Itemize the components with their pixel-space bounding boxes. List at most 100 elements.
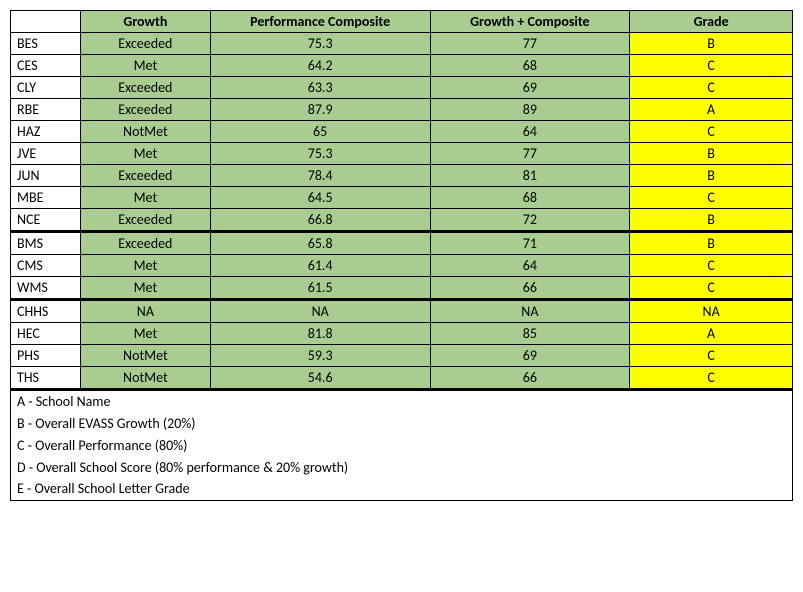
legend-text: B - Overall EVASS Growth (20%): [11, 412, 630, 434]
perf-cell: 75.3: [210, 143, 430, 165]
grade-cell: C: [630, 55, 793, 77]
grade-cell: A: [630, 323, 793, 345]
legend-text: C - Overall Performance (80%): [11, 434, 630, 456]
table-row: JUNExceeded78.481B: [11, 165, 793, 187]
school-cell: BES: [11, 33, 81, 55]
growth-cell: NotMet: [80, 367, 210, 390]
growth-cell: Met: [80, 187, 210, 209]
perf-cell: 64.5: [210, 187, 430, 209]
growth-cell: Exceeded: [80, 165, 210, 187]
comp-cell: 72: [430, 209, 630, 232]
growth-cell: Exceeded: [80, 99, 210, 121]
perf-cell: 54.6: [210, 367, 430, 390]
perf-cell: 59.3: [210, 345, 430, 367]
grade-cell: NA: [630, 300, 793, 323]
growth-cell: NotMet: [80, 345, 210, 367]
table-row: WMSMet61.566C: [11, 277, 793, 300]
growth-cell: Met: [80, 255, 210, 277]
header-grade: Grade: [630, 11, 793, 33]
legend-row: C - Overall Performance (80%): [11, 434, 793, 456]
table-row: HAZNotMet6564C: [11, 121, 793, 143]
comp-cell: 81: [430, 165, 630, 187]
growth-cell: Exceeded: [80, 232, 210, 255]
perf-cell: 78.4: [210, 165, 430, 187]
growth-cell: Met: [80, 277, 210, 300]
comp-cell: 71: [430, 232, 630, 255]
school-performance-table: Growth Performance Composite Growth + Co…: [10, 10, 793, 501]
table-row: HECMet81.885A: [11, 323, 793, 345]
school-cell: CLY: [11, 77, 81, 99]
grade-cell: C: [630, 255, 793, 277]
school-cell: JUN: [11, 165, 81, 187]
grade-cell: C: [630, 277, 793, 300]
comp-cell: 77: [430, 143, 630, 165]
grade-cell: B: [630, 165, 793, 187]
grade-cell: A: [630, 99, 793, 121]
school-cell: BMS: [11, 232, 81, 255]
perf-cell: 65.8: [210, 232, 430, 255]
table-row: NCEExceeded66.872B: [11, 209, 793, 232]
growth-cell: Met: [80, 55, 210, 77]
table-row: BMSExceeded65.871B: [11, 232, 793, 255]
school-cell: NCE: [11, 209, 81, 232]
table-row: BESExceeded75.377B: [11, 33, 793, 55]
comp-cell: 68: [430, 187, 630, 209]
legend-row: B - Overall EVASS Growth (20%): [11, 412, 793, 434]
header-row: Growth Performance Composite Growth + Co…: [11, 11, 793, 33]
comp-cell: 66: [430, 367, 630, 390]
school-cell: CES: [11, 55, 81, 77]
comp-cell: 64: [430, 255, 630, 277]
school-cell: PHS: [11, 345, 81, 367]
grade-cell: C: [630, 345, 793, 367]
school-cell: CHHS: [11, 300, 81, 323]
school-cell: JVE: [11, 143, 81, 165]
table-row: JVEMet75.377B: [11, 143, 793, 165]
grade-cell: C: [630, 77, 793, 99]
comp-cell: 64: [430, 121, 630, 143]
school-cell: HAZ: [11, 121, 81, 143]
table-row: CESMet64.268C: [11, 55, 793, 77]
growth-cell: NA: [80, 300, 210, 323]
legend-row: D - Overall School Score (80% performanc…: [11, 456, 793, 478]
table-row: PHSNotMet59.369C: [11, 345, 793, 367]
legend-text: A - School Name: [11, 390, 630, 413]
comp-cell: 69: [430, 345, 630, 367]
school-cell: MBE: [11, 187, 81, 209]
table-row: CHHSNANANANA: [11, 300, 793, 323]
comp-cell: 85: [430, 323, 630, 345]
perf-cell: 64.2: [210, 55, 430, 77]
perf-cell: 75.3: [210, 33, 430, 55]
grade-cell: B: [630, 209, 793, 232]
growth-cell: Met: [80, 323, 210, 345]
header-growth: Growth: [80, 11, 210, 33]
grade-cell: B: [630, 232, 793, 255]
comp-cell: 68: [430, 55, 630, 77]
header-blank: [11, 11, 81, 33]
perf-cell: 61.4: [210, 255, 430, 277]
school-cell: HEC: [11, 323, 81, 345]
table-row: RBEExceeded87.989A: [11, 99, 793, 121]
grade-cell: C: [630, 367, 793, 390]
header-perf: Performance Composite: [210, 11, 430, 33]
perf-cell: 61.5: [210, 277, 430, 300]
table-row: CMSMet61.464C: [11, 255, 793, 277]
comp-cell: NA: [430, 300, 630, 323]
grade-cell: C: [630, 187, 793, 209]
legend-text: D - Overall School Score (80% performanc…: [11, 456, 630, 478]
table-row: CLYExceeded63.369C: [11, 77, 793, 99]
legend-empty-cell: [630, 456, 793, 478]
perf-cell: 63.3: [210, 77, 430, 99]
legend-empty-cell: [630, 434, 793, 456]
school-cell: WMS: [11, 277, 81, 300]
perf-cell: 66.8: [210, 209, 430, 232]
legend-row: E - Overall School Letter Grade: [11, 478, 793, 500]
comp-cell: 66: [430, 277, 630, 300]
legend-empty-cell: [630, 390, 793, 413]
grade-cell: C: [630, 121, 793, 143]
perf-cell: 81.8: [210, 323, 430, 345]
grade-cell: B: [630, 33, 793, 55]
legend-empty-cell: [630, 478, 793, 500]
grade-cell: B: [630, 143, 793, 165]
comp-cell: 77: [430, 33, 630, 55]
growth-cell: NotMet: [80, 121, 210, 143]
